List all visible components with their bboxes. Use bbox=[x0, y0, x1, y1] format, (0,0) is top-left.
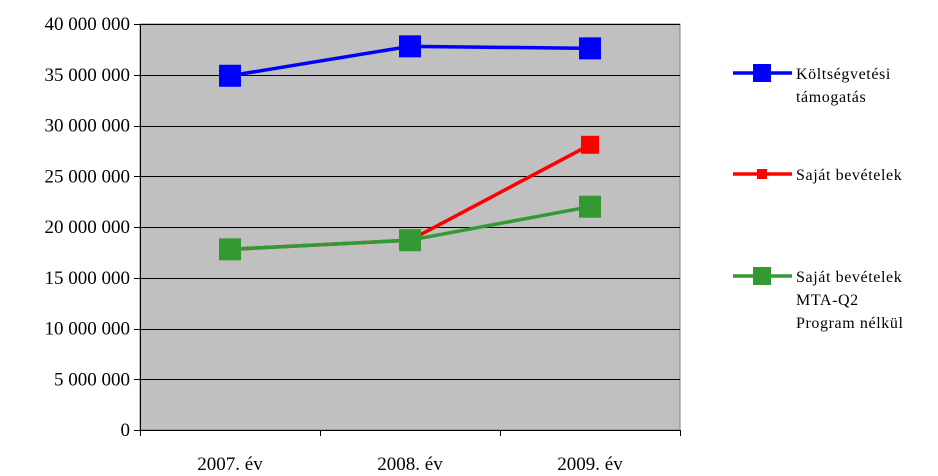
legend-item-1: Költségvetési támogatás bbox=[733, 64, 891, 106]
y-tick-label: 35 000 000 bbox=[45, 65, 131, 86]
y-tick-label: 25 000 000 bbox=[45, 166, 131, 187]
legend-label: Saját bevételek bbox=[796, 269, 902, 286]
legend-label: Költségvetési bbox=[796, 66, 891, 83]
y-tick-label: 30 000 000 bbox=[45, 116, 131, 137]
data-point-marker bbox=[219, 238, 241, 261]
data-point-marker bbox=[581, 135, 599, 154]
data-point-marker bbox=[399, 229, 421, 252]
legend-marker bbox=[753, 64, 771, 82]
y-tick-label: 15 000 000 bbox=[45, 268, 131, 289]
y-tick-label: 10 000 000 bbox=[45, 319, 131, 340]
legend-marker bbox=[757, 169, 767, 179]
data-series bbox=[219, 35, 601, 261]
legend-label: MTA-Q2 bbox=[796, 292, 859, 309]
y-tick-label: 0 bbox=[121, 420, 131, 441]
data-point-marker bbox=[579, 195, 601, 218]
y-axis-tick-labels: 0 5 000 000 10 000 000 15 000 000 20 000 000… bbox=[45, 14, 131, 441]
y-tick-label: 20 000 000 bbox=[45, 217, 131, 238]
x-axis-tick-labels: 2007. év 2008. év 2009. év bbox=[197, 454, 623, 475]
y-tick-label: 40 000 000 bbox=[45, 14, 131, 35]
legend-label: Program nélkül bbox=[796, 315, 904, 332]
data-point-marker bbox=[219, 64, 241, 87]
legend-label: támogatás bbox=[796, 89, 866, 106]
x-tick-label: 2007. év bbox=[197, 454, 263, 475]
y-tick-label: 5 000 000 bbox=[54, 369, 130, 390]
legend-label: Saját bevételek bbox=[796, 167, 902, 184]
legend-item-2: Saját bevételek bbox=[733, 167, 902, 184]
legend-marker bbox=[753, 267, 771, 285]
x-tick-label: 2008. év bbox=[377, 454, 443, 475]
x-tick-label: 2009. év bbox=[557, 454, 623, 475]
data-point-marker bbox=[399, 35, 421, 58]
gridlines bbox=[140, 24, 680, 380]
legend-item-3: Saját bevételek MTA-Q2 Program nélkül bbox=[733, 267, 904, 332]
axes bbox=[134, 24, 681, 436]
data-point-marker bbox=[579, 37, 601, 60]
series-1 bbox=[219, 35, 601, 87]
series-3 bbox=[219, 195, 601, 261]
